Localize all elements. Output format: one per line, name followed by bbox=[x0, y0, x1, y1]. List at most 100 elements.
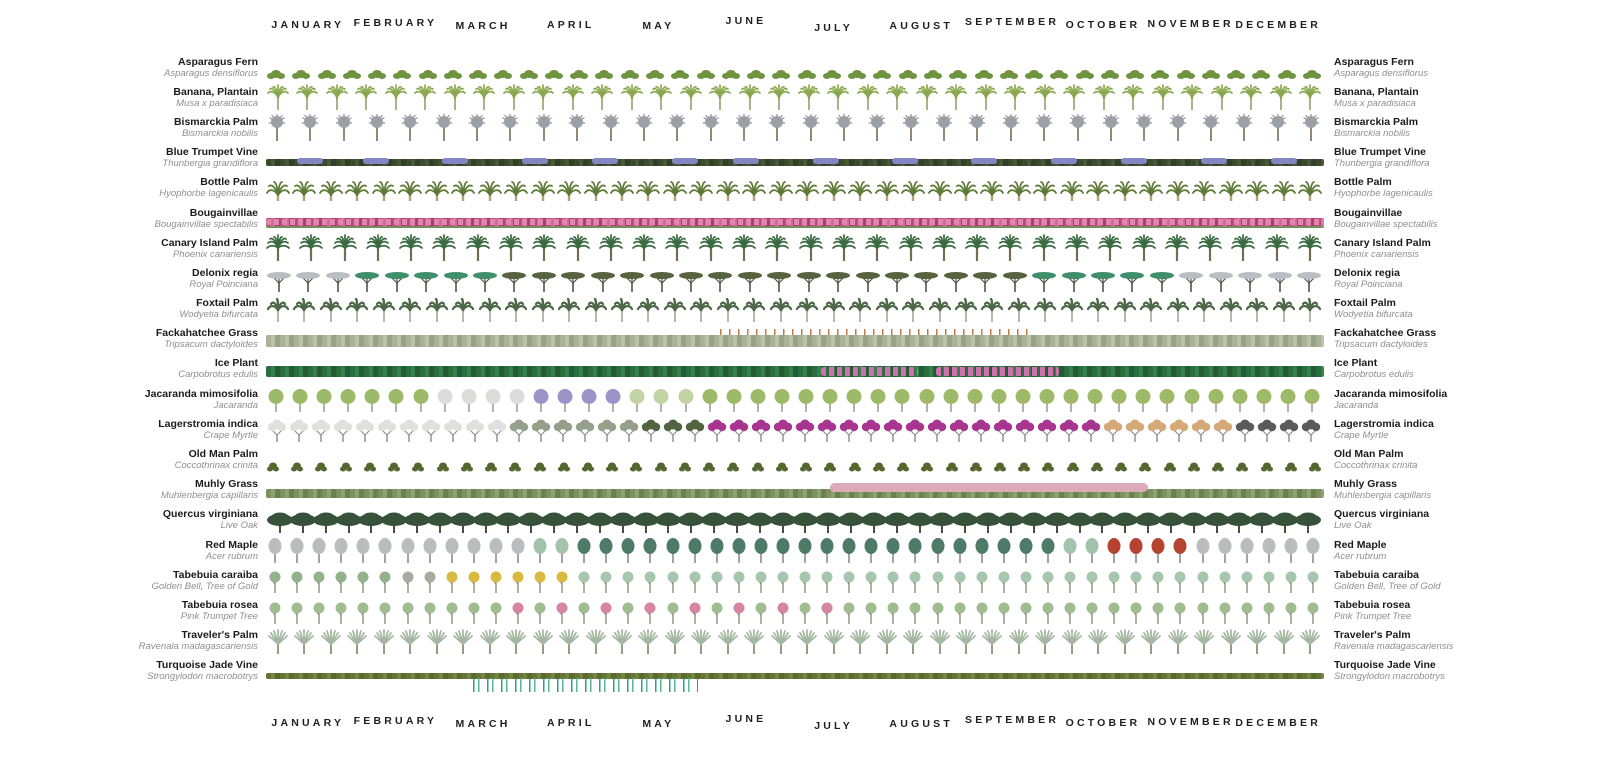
small-tree-icon bbox=[1216, 569, 1234, 594]
oak-tree-icon bbox=[814, 511, 842, 534]
small-tree-icon bbox=[376, 600, 394, 625]
phenology-strip-turquoise-jade-vine bbox=[266, 656, 1324, 692]
fan-tree-icon bbox=[266, 628, 290, 655]
phenology-strip-red-maple bbox=[266, 535, 1324, 565]
foxtail-palm-icon bbox=[425, 296, 449, 323]
oak-tree-icon bbox=[289, 511, 317, 534]
phenology-strip-lagerstromia-indica bbox=[266, 414, 1324, 444]
plant-scientific-name: Live Oak bbox=[220, 520, 259, 532]
month-label: NOVEMBER bbox=[1147, 18, 1234, 30]
fan-tree-icon bbox=[451, 628, 475, 655]
banana-palm-icon bbox=[1269, 83, 1293, 112]
bottle-palm-icon bbox=[821, 177, 846, 203]
vase-tree-icon bbox=[970, 416, 992, 444]
strip-base bbox=[266, 672, 1324, 679]
shrub-clump-icon bbox=[974, 68, 994, 80]
plant-name: Delonix regia bbox=[192, 266, 258, 279]
plant-label-left: Muhly Grass Muhlenbergia capillaris bbox=[14, 478, 266, 501]
plant-scientific-name: Live Oak bbox=[1334, 520, 1372, 532]
plant-row-banana-plantain: Banana, Plantain Musa x paradisiaca Banana… bbox=[14, 82, 1586, 112]
fan-tree-icon bbox=[1298, 628, 1322, 655]
round-tree-icon bbox=[362, 388, 382, 413]
vase-tree-icon bbox=[1168, 416, 1190, 444]
oak-tree-icon bbox=[1111, 511, 1139, 534]
plant-row-muhly-grass: Muhly Grass Muhlenbergia capillaris Muhly … bbox=[14, 475, 1586, 505]
round-tree-icon bbox=[1037, 388, 1057, 413]
plant-scientific-name: Jacaranda bbox=[1334, 399, 1379, 411]
bottle-palm-icon bbox=[583, 177, 608, 203]
fan-palm-icon bbox=[499, 113, 521, 142]
plant-name: Banana, Plantain bbox=[1334, 85, 1419, 98]
dwarf-clump-icon bbox=[993, 460, 1007, 473]
banana-palm-icon bbox=[384, 83, 408, 112]
banana-palm-icon bbox=[502, 83, 526, 112]
vase-tree-icon bbox=[926, 416, 948, 444]
upright-tree-icon bbox=[266, 537, 284, 564]
fan-tree-icon bbox=[1007, 628, 1031, 655]
plant-scientific-name: Royal Poinciana bbox=[189, 278, 258, 290]
small-tree-icon bbox=[1105, 600, 1123, 625]
vase-tree-icon bbox=[508, 416, 530, 444]
foxtail-palm-icon bbox=[769, 296, 793, 323]
fan-tree-icon bbox=[584, 628, 608, 655]
banana-palm-icon bbox=[1210, 83, 1234, 112]
round-tree-icon bbox=[459, 388, 479, 413]
feather-palm-icon bbox=[965, 233, 989, 263]
fan-tree-icon bbox=[398, 628, 422, 655]
upright-tree-icon bbox=[929, 537, 947, 564]
blue-flower-clusters bbox=[592, 157, 619, 164]
plant-scientific-name: Crape Myrtle bbox=[1334, 429, 1389, 441]
feather-palm-icon bbox=[332, 233, 357, 263]
month-label: JANUARY bbox=[271, 19, 345, 31]
fan-tree-icon bbox=[954, 628, 978, 655]
oak-tree-icon bbox=[609, 511, 637, 534]
feather-palm-icon bbox=[432, 233, 457, 263]
phenology-strip-tabebuia-caraiba bbox=[266, 565, 1324, 595]
plant-name: Blue Trumpet Vine bbox=[1334, 146, 1426, 159]
feather-palm-icon bbox=[299, 233, 324, 263]
foxtail-palm-icon bbox=[1033, 296, 1057, 323]
feather-palm-icon bbox=[499, 233, 523, 263]
small-tree-icon bbox=[995, 569, 1013, 594]
fan-tree-icon bbox=[716, 628, 740, 655]
shrub-clump-icon bbox=[1024, 68, 1044, 80]
shrub-clump-icon bbox=[1277, 68, 1297, 80]
small-tree-icon bbox=[509, 569, 527, 594]
foxtail-palm-icon bbox=[663, 296, 687, 323]
plant-label-right: Bismarckia Palm Bismarckia nobilis bbox=[1324, 116, 1584, 139]
dwarf-clump-icon bbox=[1066, 460, 1080, 473]
small-tree-icon bbox=[443, 600, 461, 625]
fan-palm-icon bbox=[399, 113, 421, 142]
small-tree-icon bbox=[597, 569, 615, 594]
bottle-palm-icon bbox=[742, 177, 767, 203]
round-tree-icon bbox=[868, 388, 888, 413]
upright-tree-icon bbox=[818, 537, 836, 564]
bottle-palm-icon bbox=[424, 177, 449, 203]
umbrella-tree-icon bbox=[943, 266, 969, 293]
banana-palm-icon bbox=[826, 83, 850, 112]
fan-tree-icon bbox=[345, 628, 369, 655]
month-label: AUGUST bbox=[889, 717, 953, 730]
plant-name: Red Maple bbox=[1334, 538, 1387, 551]
bottle-palm-icon bbox=[371, 177, 396, 203]
bottle-palm-icon bbox=[1059, 177, 1084, 203]
small-tree-icon bbox=[266, 600, 284, 625]
umbrella-tree-icon bbox=[590, 266, 616, 293]
bottle-palm-icon bbox=[1218, 177, 1243, 203]
shrub-clump-icon bbox=[392, 68, 412, 80]
shrub-clump-icon bbox=[569, 68, 589, 80]
umbrella-tree-icon bbox=[413, 266, 439, 293]
shrub-clump-icon bbox=[1302, 68, 1322, 80]
oak-tree-icon bbox=[928, 511, 956, 534]
month-label: NOVEMBER bbox=[1147, 715, 1234, 728]
banana-palm-icon bbox=[443, 83, 467, 112]
umbrella-tree-icon bbox=[1296, 266, 1322, 293]
fan-palm-icon bbox=[566, 113, 588, 142]
feather-palm-icon bbox=[865, 233, 890, 263]
plant-label-left: Bottle Palm Hyophorbe lagenicaulis bbox=[14, 176, 266, 199]
vase-tree-icon bbox=[948, 416, 970, 444]
round-tree-icon bbox=[1278, 388, 1298, 413]
small-tree-icon bbox=[995, 600, 1013, 625]
plant-scientific-name: Acer rubrum bbox=[1334, 550, 1387, 562]
plant-label-right: Ice Plant Carpobrotus edulis bbox=[1324, 357, 1584, 380]
